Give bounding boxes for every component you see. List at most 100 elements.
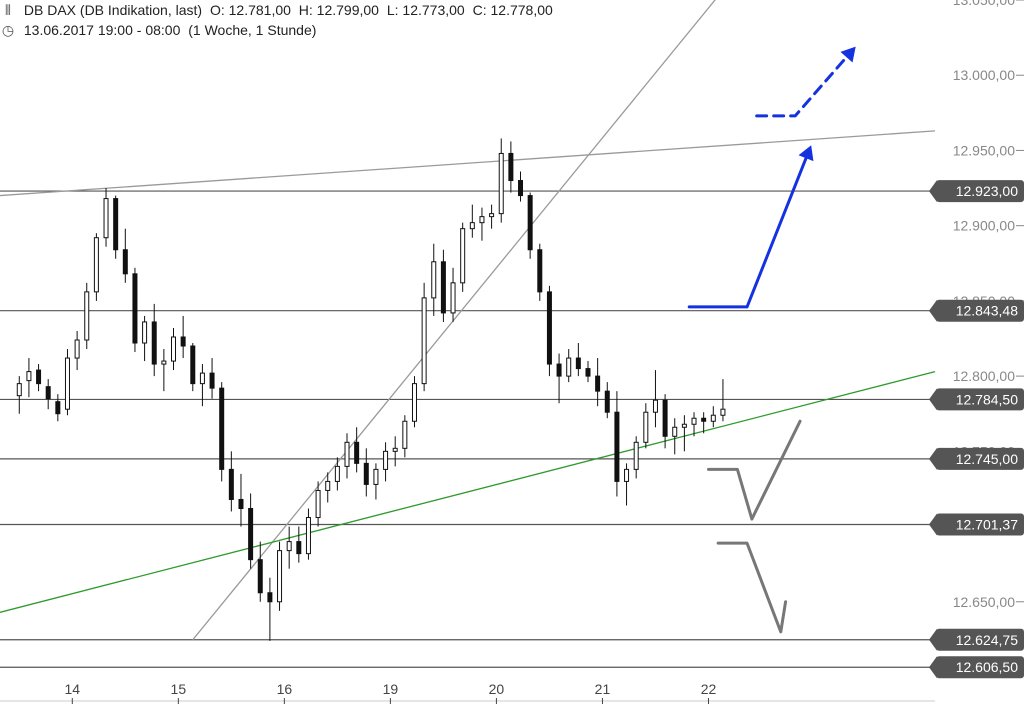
candle-body-down [354,441,360,464]
candle-body-up [93,237,99,293]
level-badge-pointer [929,447,937,470]
candles [16,138,726,641]
level-badge [936,388,1024,411]
trendline-support [0,370,936,613]
candle-body-up [84,291,90,341]
ytick-label: 12.950,00 [953,142,1015,158]
candle-body-down [363,462,369,485]
candle-body-up [16,383,22,397]
candle-body-up [643,411,649,443]
candle-body-down [527,195,533,251]
candle-body-down [151,321,157,365]
candle-body-down [36,369,42,385]
candle-body-up [469,222,475,230]
level-badge-pointer [929,628,937,651]
candle-body-up [383,450,389,470]
trendlines [0,0,936,641]
timestamp: 13.06.2017 19:00 - 08:00 [23,22,181,38]
candle-body-up [431,261,437,299]
level-badge [936,447,1024,470]
trendline-steep-up [192,0,716,641]
candle-body-up [305,517,311,555]
level-badge-label: 12.624,75 [956,632,1018,648]
level-badge [936,180,1024,203]
candle-body-up [392,447,398,452]
candle-body-up [142,321,148,344]
xtick-label: 22 [701,681,717,697]
candle-body-down [113,198,119,251]
candle-body-down [604,390,610,413]
level-badge-pointer [929,513,937,536]
level-badges: 12.923,00 12.843,48 12.784,50 12.745,00 12.7… [929,180,1024,679]
candle-body-down [219,387,225,470]
open-value: O: 12.781,00 [209,2,291,18]
scenario-arrowhead [798,145,814,162]
candle-body-up [450,282,456,314]
candle-body-up [498,152,504,215]
timeframe: (1 Woche, 1 Stunde) [188,22,317,38]
candle-body-down [238,498,244,510]
level-badge [936,513,1024,536]
level-badge [936,656,1024,679]
high-value: H: 12.799,00 [298,2,379,18]
close-value: C: 12.778,00 [472,2,553,18]
candle-body-down [180,336,186,347]
candle-body-down [556,363,562,377]
candle-body-down [508,152,514,182]
ytick-label: 13.000,00 [953,67,1015,83]
candle-body-down [122,249,128,275]
level-badge [936,628,1024,651]
level-badge-pointer [929,180,937,203]
bars-icon[interactable]: ⫴ [5,2,11,18]
candle-body-up [26,371,32,382]
candle-body-down [257,559,263,594]
candle-body-down [55,401,61,415]
xtick-label: 20 [489,681,505,697]
candle-body-up [566,357,572,377]
candle-body-up [479,216,485,224]
candle-body-up [624,468,630,482]
candle-body-up [720,408,726,416]
candle-body-up [373,468,379,485]
level-badge-label: 12.606,50 [956,659,1018,675]
level-badge-label: 12.701,37 [956,516,1018,532]
scenario-bull-dashed [755,48,855,118]
level-badge-label: 12.784,50 [956,391,1018,407]
candle-body-up [402,420,408,449]
candle-body-down [585,368,591,377]
level-badge-pointer [929,656,937,679]
scenario-bear-2 [716,541,788,634]
candle-body-down [296,541,302,555]
candle-body-up [489,213,495,218]
scenario-bear-1 [706,419,802,521]
chart-header-time: ◷ 13.06.2017 19:00 - 08:00 (1 Woche, 1 S… [0,22,320,39]
candle-body-up [710,414,716,422]
candle-body-up [460,228,466,284]
level-badge-label: 12.745,00 [956,451,1018,467]
candle-body-up [334,465,340,482]
candle-body-up [344,441,350,467]
clock-icon: ◷ [1,22,15,38]
candle-body-up [286,541,292,552]
xtick-label: 15 [171,681,187,697]
xtick-label: 16 [277,681,293,697]
xtick-label: 19 [383,681,399,697]
scenario-bull-solid [687,147,812,309]
candle-body-up [315,489,321,519]
candle-body-up [633,441,639,470]
candle-body-up [74,339,80,359]
ytick-label: 12.800,00 [953,368,1015,384]
candle-body-down [440,261,446,314]
candle-body-down [248,508,254,561]
candle-body-up [161,360,167,365]
candle-body-down [546,291,552,365]
candle-body-up [64,357,70,410]
xtick-label: 21 [595,681,611,697]
ytick-label: 12.650,00 [953,594,1015,610]
instrument-title: DB DAX (DB Indikation, last) [23,2,203,18]
candle-body-down [614,411,620,482]
ytick-label: 13.050,00 [953,0,1015,8]
candle-body-up [411,383,417,422]
horizontal-levels [0,190,935,668]
